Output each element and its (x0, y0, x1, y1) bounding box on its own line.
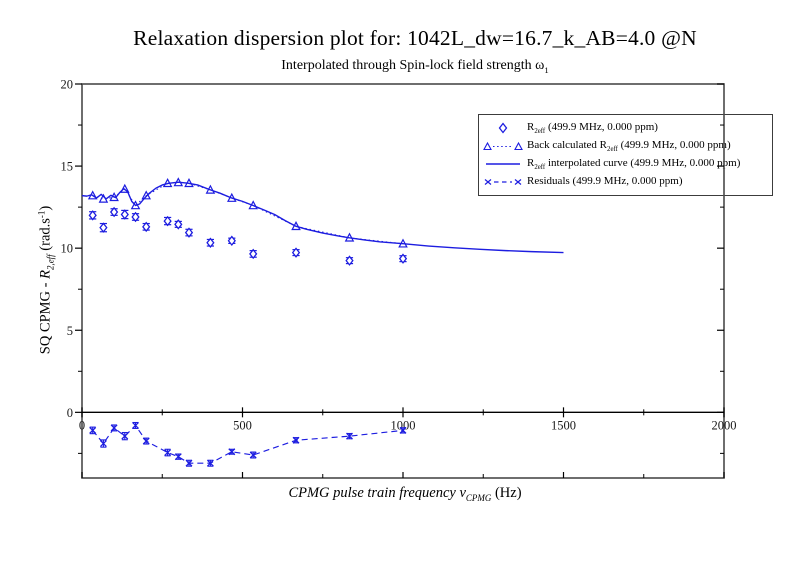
svg-text:10: 10 (61, 242, 74, 256)
page-title: Relaxation dispersion plot for: 1042L_dw… (133, 26, 697, 50)
diamond-marker-icon (479, 121, 527, 135)
legend-label-residuals: Residuals (499.9 MHz, 0.000 ppm) (527, 174, 683, 187)
nu-symbol: ν (459, 485, 466, 501)
svg-text:2000: 2000 (712, 418, 737, 432)
x-label-italic: CPMG pulse train frequency (288, 485, 460, 501)
residuals-series (89, 421, 407, 467)
back-calculated-series (87, 177, 408, 248)
legend-row-residuals: Residuals (499.9 MHz, 0.000 ppm) (479, 173, 772, 191)
subtitle-subscript: 1 (544, 64, 549, 75)
chart-subtitle: Interpolated through Spin-lock field str… (15, 58, 800, 75)
x-axis-label: CPMG pulse train frequency νCPMG (Hz) (5, 485, 800, 503)
svg-text:1000: 1000 (391, 418, 416, 432)
interpolated-curve (81, 181, 564, 254)
svg-text:1500: 1500 (551, 418, 576, 432)
svg-text:500: 500 (233, 418, 252, 432)
x-axis-line: 0 500 1000 1500 2000 (79, 407, 737, 478)
legend-label-r2eff: R2eff (499.9 MHz, 0.000 ppm) (527, 120, 658, 136)
x-label-post: (Hz) (491, 485, 522, 501)
r2eff-series (88, 206, 408, 266)
x-dashed-marker-icon (479, 175, 527, 189)
svg-text:20: 20 (61, 78, 74, 92)
subtitle-text: Interpolated through Spin-lock field str… (281, 58, 536, 73)
triangle-dotted-marker-icon (479, 139, 527, 153)
svg-text:15: 15 (61, 160, 74, 174)
omega-symbol: ω (535, 58, 545, 73)
x-label-subscript: CPMG (465, 493, 492, 504)
legend-row-interpolated-curve: R2eff interpolated curve (499.9 MHz, 0.0… (479, 155, 772, 173)
legend-label-interpolated-curve: R2eff interpolated curve (499.9 MHz, 0.0… (527, 156, 741, 172)
svg-text:0: 0 (79, 418, 85, 432)
svg-text:5: 5 (67, 324, 73, 338)
legend-row-back-calculated: Back calculated R2eff (499.9 MHz, 0.000 … (479, 137, 772, 155)
legend-row-r2eff: R2eff (499.9 MHz, 0.000 ppm) (479, 119, 772, 137)
solid-line-marker-icon (479, 157, 527, 171)
svg-text:0: 0 (67, 406, 73, 420)
y-axis-ticks: 0 5 10 15 20 (61, 78, 724, 454)
legend-label-back-calculated: Back calculated R2eff (499.9 MHz, 0.000 … (527, 138, 731, 154)
